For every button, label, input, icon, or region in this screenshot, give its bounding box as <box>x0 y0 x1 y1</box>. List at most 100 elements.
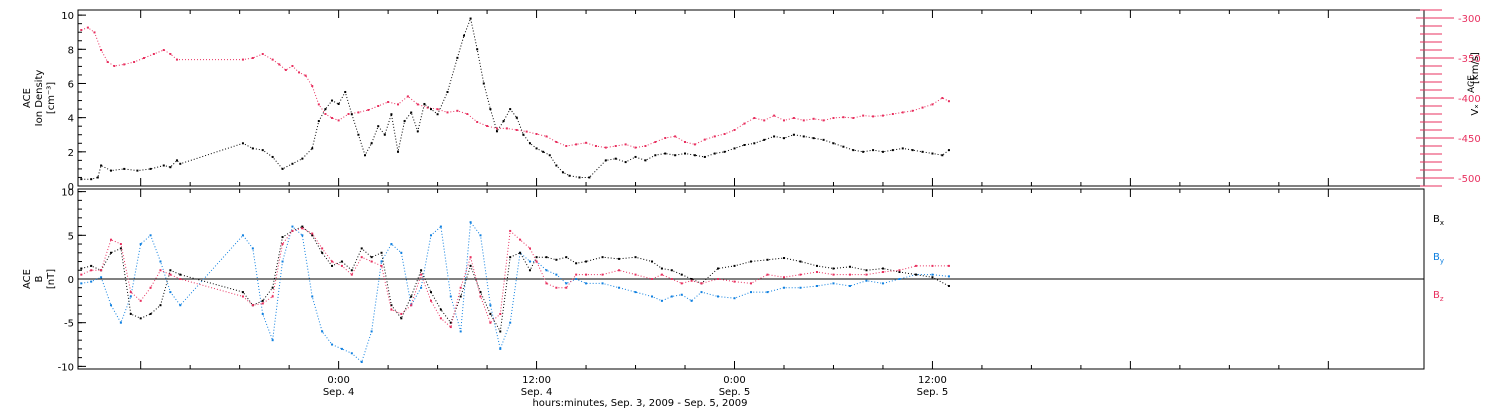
data-point <box>179 304 182 307</box>
data-point <box>881 150 884 153</box>
data-point <box>80 267 83 270</box>
data-point <box>479 291 482 294</box>
data-point <box>545 256 548 259</box>
data-point <box>390 243 393 246</box>
data-point <box>456 109 459 112</box>
data-point <box>90 269 93 272</box>
data-point <box>782 257 785 260</box>
b-component-points <box>80 220 950 364</box>
data-point <box>911 149 914 152</box>
data-point <box>331 117 334 119</box>
data-point <box>113 65 116 67</box>
data-point <box>169 166 172 169</box>
data-point <box>848 265 851 268</box>
data-point <box>561 171 564 174</box>
data-point <box>311 295 314 298</box>
data-point <box>321 251 324 254</box>
data-point <box>766 258 769 261</box>
data-point <box>782 286 785 289</box>
data-point <box>832 267 835 270</box>
data-point <box>410 304 413 307</box>
data-point <box>614 157 617 160</box>
data-point <box>733 129 736 131</box>
data-point <box>822 119 825 122</box>
data-point <box>397 150 400 153</box>
data-point <box>377 125 380 128</box>
data-point <box>96 176 99 179</box>
data-point <box>799 260 802 263</box>
data-point <box>410 295 413 298</box>
data-point <box>360 361 363 364</box>
data-point <box>872 115 875 118</box>
data-point <box>139 243 142 246</box>
velocity-tick-label: -300 <box>1458 14 1481 25</box>
data-point <box>528 247 531 250</box>
data-point <box>301 227 304 230</box>
data-point <box>119 321 122 324</box>
b-tick-label: -10 <box>58 362 74 373</box>
data-point <box>80 178 83 181</box>
data-point <box>420 286 423 289</box>
data-point <box>670 269 673 272</box>
data-point <box>670 295 673 298</box>
data-point <box>476 48 479 51</box>
data-point <box>522 133 525 136</box>
data-point <box>733 297 736 300</box>
data-point <box>947 149 950 152</box>
data-point <box>766 291 769 294</box>
data-point <box>486 125 489 127</box>
data-point <box>717 295 720 298</box>
velocity-tick-label: -400 <box>1458 94 1481 105</box>
data-point <box>109 251 112 254</box>
legend-Bz: Bz <box>1433 290 1444 303</box>
data-point <box>528 269 531 272</box>
data-point <box>301 225 304 228</box>
data-point <box>848 273 851 276</box>
data-point <box>423 102 426 105</box>
data-point <box>251 304 254 307</box>
data-point <box>449 326 452 329</box>
data-point <box>604 146 607 149</box>
data-point <box>545 269 548 272</box>
data-point <box>380 264 383 267</box>
data-point <box>311 85 314 87</box>
data-point <box>479 295 482 298</box>
data-point <box>921 150 924 153</box>
data-point <box>169 273 172 276</box>
data-point <box>331 343 334 346</box>
data-point <box>865 279 868 282</box>
data-point <box>690 278 693 280</box>
data-point <box>519 238 522 241</box>
x-tick-date: Sep. 5 <box>719 387 751 398</box>
data-point <box>947 264 950 267</box>
data-point <box>175 159 178 162</box>
data-point <box>502 120 505 123</box>
data-point <box>515 116 518 119</box>
data-point <box>109 238 112 241</box>
data-point <box>931 273 934 276</box>
data-point <box>947 284 950 287</box>
data-point <box>634 155 637 158</box>
data-point <box>367 109 370 111</box>
data-point <box>792 117 795 119</box>
x-tick-date: Sep. 4 <box>323 387 355 398</box>
data-point <box>862 150 865 153</box>
data-point <box>261 302 264 305</box>
data-point <box>947 275 950 278</box>
data-point <box>331 260 334 263</box>
data-point <box>693 154 696 157</box>
data-point <box>519 251 522 254</box>
x-tick-time: 0:00 <box>327 375 349 386</box>
data-point <box>703 155 706 158</box>
data-point <box>680 293 683 296</box>
top-ylabel-units: [cm⁻³] <box>46 82 57 114</box>
data-point <box>766 273 769 276</box>
data-point <box>815 271 818 274</box>
b-tick-label: 5 <box>68 231 74 242</box>
data-point <box>898 278 901 280</box>
data-point <box>489 304 492 307</box>
data-point <box>410 111 413 114</box>
data-point <box>881 271 884 274</box>
data-point <box>644 159 647 162</box>
data-point <box>436 108 439 111</box>
